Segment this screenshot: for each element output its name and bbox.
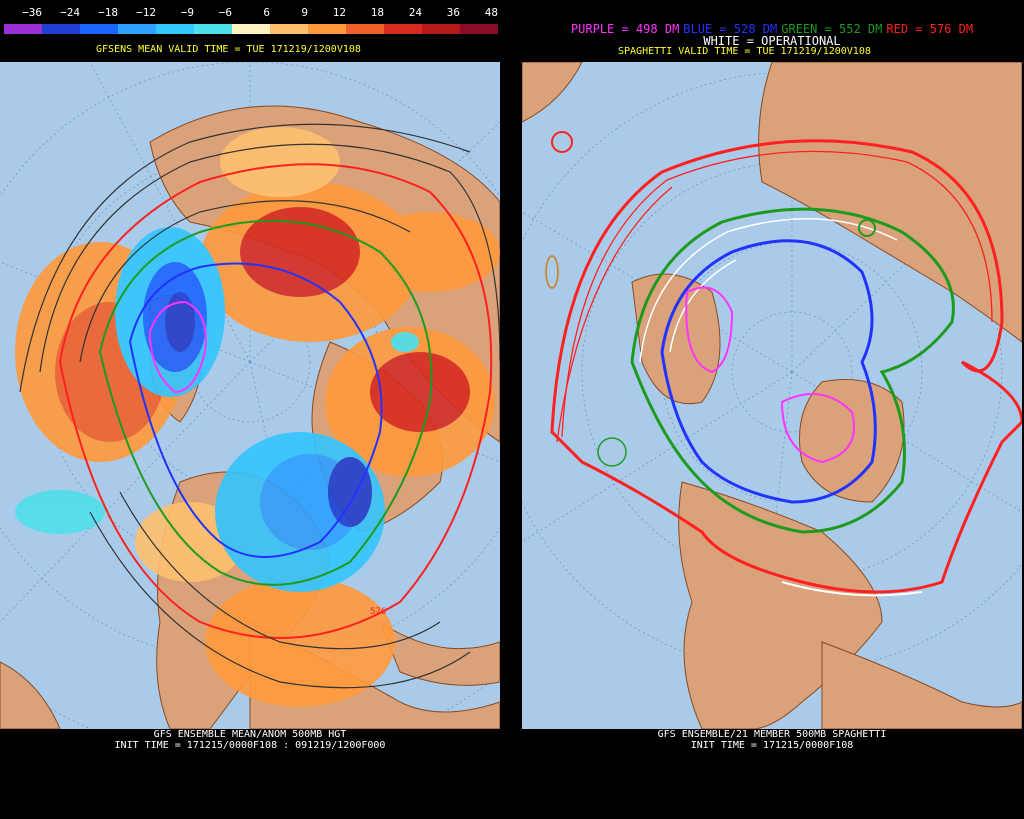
colorbar-ticks: −36 −24 −18 −12 −9 −6 6 9 12 18 24 36 48 (4, 6, 498, 20)
colorbar-tick-label: 6 (263, 6, 270, 19)
right-footer-line1: GFS ENSEMBLE/21 MEMBER 500MB SPAGHETTI (657, 729, 887, 740)
colorbar-tick-label: 24 (408, 6, 422, 19)
left-footer-line2: INIT TIME = 171215/0000F108 : 091219/120… (114, 740, 386, 751)
colorbar-swatch (80, 24, 118, 34)
spaghetti-legend: PURPLE = 498 DM BLUE = 528 DM GREEN = 552 … (522, 22, 1022, 36)
colorbar-swatch (346, 24, 384, 34)
legend-entry: PURPLE = 498 DM (570, 22, 680, 36)
colorbar-swatch (422, 24, 460, 34)
colorbar (4, 24, 498, 34)
colorbar-swatch (270, 24, 308, 34)
colorbar-swatch (156, 24, 194, 34)
colorbar-tick-label: −6 (218, 6, 232, 19)
left-footer-line1: GFS ENSEMBLE MEAN/ANOM 500MB HGT (153, 729, 347, 740)
legend-entry: RED = 576 DM (886, 22, 974, 36)
colorbar-swatch (194, 24, 232, 34)
colorbar-tick-label: 48 (484, 6, 498, 19)
panel-divider (502, 0, 522, 819)
colorbar-tick-label: 9 (301, 6, 308, 19)
colorbar-tick-label: −18 (98, 6, 118, 19)
colorbar-tick-label: −24 (60, 6, 80, 19)
colorbar-tick-label: −36 (22, 6, 42, 19)
right-footer-line2: INIT TIME = 171215/0000F108 (690, 740, 854, 751)
legend-entry: BLUE = 528 DM (683, 22, 778, 36)
spaghetti-map (522, 62, 1022, 729)
colorbar-swatch (4, 24, 42, 34)
colorbar-swatch (308, 24, 346, 34)
colorbar-tick-label: 36 (446, 6, 460, 19)
colorbar-tick-label: 18 (370, 6, 384, 19)
right-title: SPAGHETTI VALID TIME = TUE 171219/1200V1… (618, 46, 871, 57)
mean-anomaly-map: 576 (0, 62, 500, 729)
colorbar-tick-label: −12 (136, 6, 156, 19)
colorbar-swatch (42, 24, 80, 34)
colorbar-swatch (232, 24, 270, 34)
colorbar-tick-label: −9 (180, 6, 194, 19)
colorbar-tick-label: 12 (332, 6, 346, 19)
legend-operational: WHITE = OPERATIONAL (703, 34, 841, 48)
mean-anomaly-panel: −36 −24 −18 −12 −9 −6 6 9 12 18 24 36 48 GFSENS MEAN… (0, 0, 502, 819)
legend-entry: GREEN = 552 DM (781, 22, 883, 36)
colorbar-swatch (384, 24, 422, 34)
svg-text:576: 576 (370, 607, 386, 617)
colorbar-swatch (460, 24, 498, 34)
colorbar-swatch (118, 24, 156, 34)
spaghetti-panel: PURPLE = 498 DM BLUE = 528 DM GREEN = 552 … (522, 0, 1024, 819)
left-title: GFSENS MEAN VALID TIME = TUE 171219/1200… (96, 44, 361, 55)
